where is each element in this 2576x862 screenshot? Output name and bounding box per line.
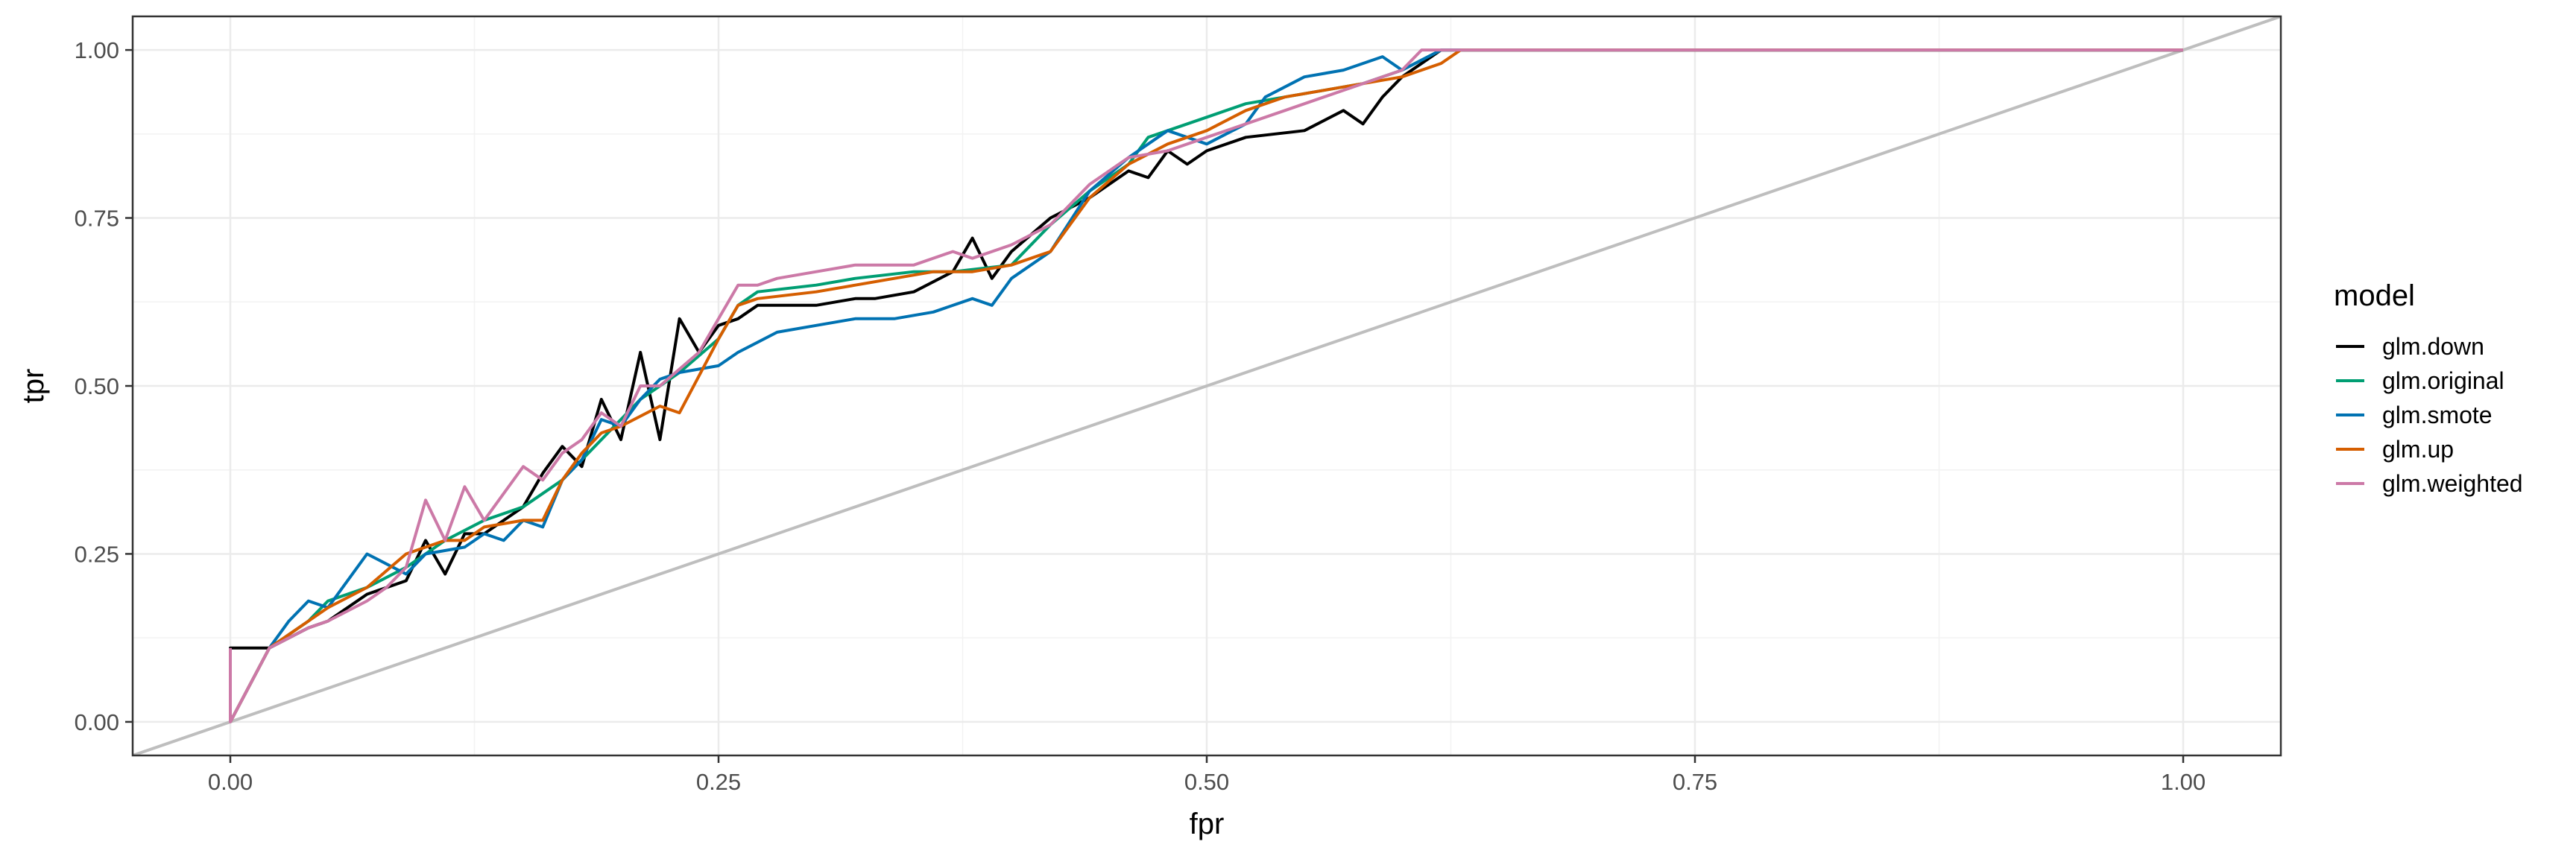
x-tick-label: 0.00: [208, 769, 253, 795]
axes: 0.00 0.25 0.50 0.75 1.00 0.00 0.25 0.50 0.75 1.00: [75, 37, 2206, 795]
y-tick-label: 0.75: [75, 206, 119, 232]
x-tick-label: 0.25: [696, 769, 741, 795]
x-axis-title: fpr: [1190, 808, 1225, 840]
y-tick-label: 0.25: [75, 541, 119, 567]
y-tick-label: 1.00: [75, 37, 119, 63]
series-line-glm-weighted: [229, 48, 2183, 723]
x-tick-label: 0.75: [1673, 769, 1717, 795]
x-tick-label: 1.00: [2161, 769, 2206, 795]
reference-diagonal: [133, 16, 2281, 755]
legend-label-glm-original: glm.original: [2382, 367, 2504, 394]
legend-title: model: [2334, 279, 2415, 312]
legend-label-glm-weighted: glm.weighted: [2382, 470, 2523, 497]
legend: model glm.down glm.original glm.smote glm.u…: [2334, 279, 2523, 497]
legend-label-glm-up: glm.up: [2382, 436, 2454, 463]
series-line-glm-down: [229, 48, 2183, 722]
legend-label-glm-down: glm.down: [2382, 333, 2484, 360]
legend-label-glm-smote: glm.smote: [2382, 402, 2493, 428]
series-lines: [229, 48, 2183, 723]
reference-line: [133, 16, 2281, 755]
y-axis-title: tpr: [17, 369, 50, 404]
x-tick-label: 0.50: [1184, 769, 1229, 795]
series-line-glm-up: [229, 48, 2183, 723]
y-tick-label: 0.50: [75, 373, 119, 399]
y-tick-label: 0.00: [75, 709, 119, 735]
